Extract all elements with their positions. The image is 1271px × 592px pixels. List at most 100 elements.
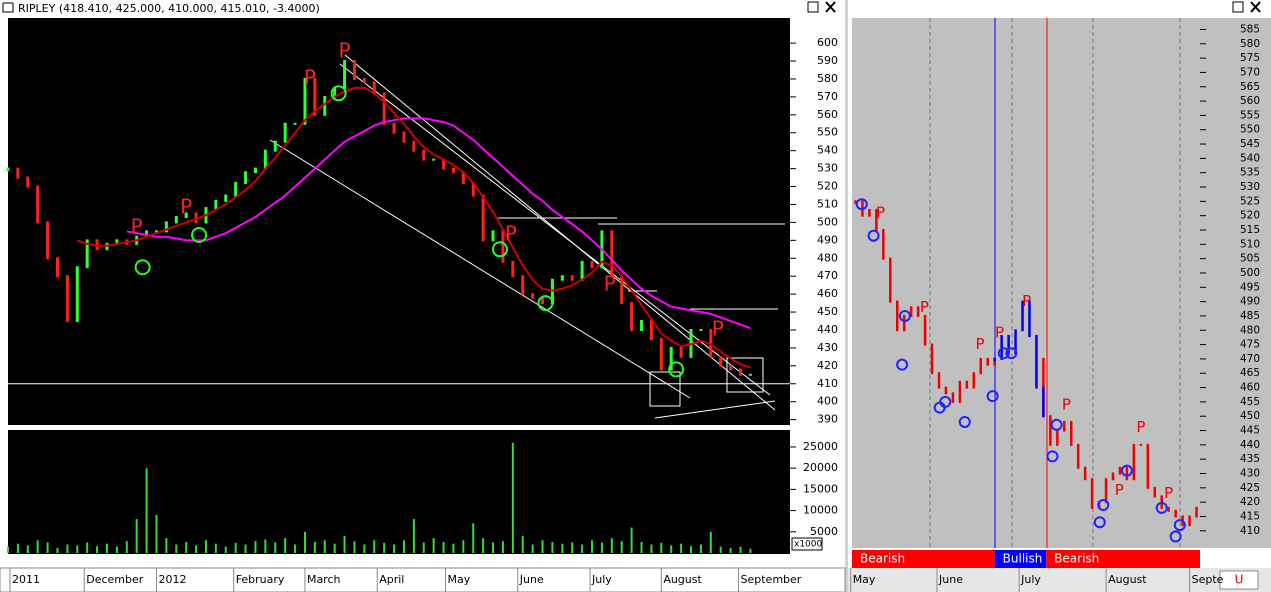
- price-bar: [951, 392, 955, 403]
- signal: [330, 85, 347, 102]
- y-tick-label: 550: [817, 126, 838, 139]
- right-window-buttons[interactable]: [1232, 1, 1261, 13]
- u-button-label[interactable]: U: [1235, 573, 1244, 587]
- maximize-button[interactable]: [1232, 1, 1244, 13]
- price-bar: [854, 200, 857, 204]
- y-tick-label: 520: [1240, 210, 1260, 222]
- volume-bar: [313, 541, 316, 553]
- price-bar: [580, 260, 584, 281]
- volume-bar: [422, 542, 425, 553]
- annotation: P: [131, 214, 143, 238]
- volume-bar: [294, 544, 297, 553]
- volume-bar: [115, 546, 118, 553]
- signal: [1093, 516, 1106, 529]
- volume-bar: [105, 543, 108, 553]
- volume-bar: [303, 531, 306, 553]
- volume-bar: [739, 546, 742, 553]
- price-bar: [531, 293, 535, 299]
- unit-box: [791, 537, 823, 551]
- volume-bar: [76, 545, 79, 553]
- volume-bar: [501, 541, 504, 553]
- price-bar: [352, 60, 356, 80]
- volume-bar: [224, 546, 227, 553]
- price-bar: [432, 158, 436, 161]
- trend-line: [269, 139, 691, 399]
- x-tick-label: June: [938, 573, 963, 586]
- maximize-button[interactable]: [807, 1, 819, 13]
- price-bar: [481, 194, 485, 242]
- volume-bar: [452, 543, 455, 553]
- signal: [898, 309, 911, 322]
- price-bar: [1132, 443, 1136, 481]
- y-tick-label: 485: [1240, 310, 1260, 322]
- y-tick-label: 460: [817, 287, 838, 300]
- y-tick-label: 530: [1240, 181, 1260, 193]
- price-bar: [679, 346, 683, 358]
- price-bar: [283, 122, 287, 143]
- annotation: P: [180, 195, 192, 219]
- right-pane: [852, 18, 1200, 548]
- y-tick-label: 400: [817, 395, 838, 408]
- signal: [668, 361, 685, 378]
- volume-bar: [383, 542, 386, 553]
- signal: [1005, 347, 1018, 360]
- signal: [855, 198, 868, 211]
- price-bar: [560, 275, 564, 281]
- price-bar: [699, 328, 703, 331]
- signal: [958, 415, 971, 428]
- y-tick-label: 410: [1240, 525, 1260, 537]
- price-bar: [719, 355, 723, 367]
- price-bar: [36, 185, 40, 224]
- volume-bar: [56, 547, 59, 553]
- price-bar: [65, 275, 69, 323]
- price-bar: [630, 302, 634, 331]
- y-tick-label: 25000: [803, 440, 838, 453]
- y-tick-label: 495: [1240, 281, 1260, 293]
- price-bar: [442, 158, 446, 170]
- y-tick-label: 560: [1240, 95, 1260, 107]
- u-button[interactable]: [1219, 570, 1259, 590]
- price-bar: [184, 212, 188, 219]
- month-guides: [929, 18, 1181, 548]
- y-tick-label: 390: [817, 413, 838, 426]
- price-bar: [214, 199, 218, 210]
- highlight-box: [649, 371, 681, 407]
- price-bar: [979, 357, 983, 375]
- volume-bar: [155, 514, 158, 553]
- close-button[interactable]: [825, 1, 836, 13]
- volume-bar: [541, 540, 544, 553]
- moving-average: [76, 86, 751, 369]
- close-button[interactable]: [1250, 1, 1261, 13]
- volume-bar: [214, 543, 217, 553]
- right-axis: [1200, 18, 1271, 548]
- price-bar: [1063, 420, 1066, 432]
- volume-bar: [729, 547, 732, 553]
- signal: [867, 229, 880, 242]
- y-tick-label: 430: [817, 341, 838, 354]
- price-bar: [748, 373, 752, 376]
- y-tick-label: 590: [817, 54, 838, 67]
- volume-bar: [749, 548, 752, 553]
- annotation: P: [876, 203, 885, 221]
- price-bar: [303, 77, 307, 125]
- price-bar: [263, 149, 267, 170]
- price-bar: [916, 306, 920, 317]
- x-tick-label: February: [236, 573, 285, 586]
- volume-bar: [244, 544, 247, 553]
- volume-bar: [195, 545, 198, 553]
- signal: [997, 347, 1010, 360]
- volume-bar: [16, 543, 19, 553]
- price-bar: [471, 181, 475, 197]
- volume-bar: [363, 544, 366, 553]
- y-tick-label: 470: [817, 269, 838, 282]
- y-tick-label: 510: [1240, 238, 1260, 250]
- y-tick-label: 550: [1240, 124, 1260, 136]
- volume-pane: [8, 430, 790, 554]
- window-buttons[interactable]: [807, 1, 836, 13]
- price-bar: [729, 364, 733, 371]
- price-bar: [244, 171, 248, 184]
- annotation: P: [712, 316, 724, 340]
- volume-bar: [66, 544, 69, 553]
- price-bar: [253, 167, 257, 174]
